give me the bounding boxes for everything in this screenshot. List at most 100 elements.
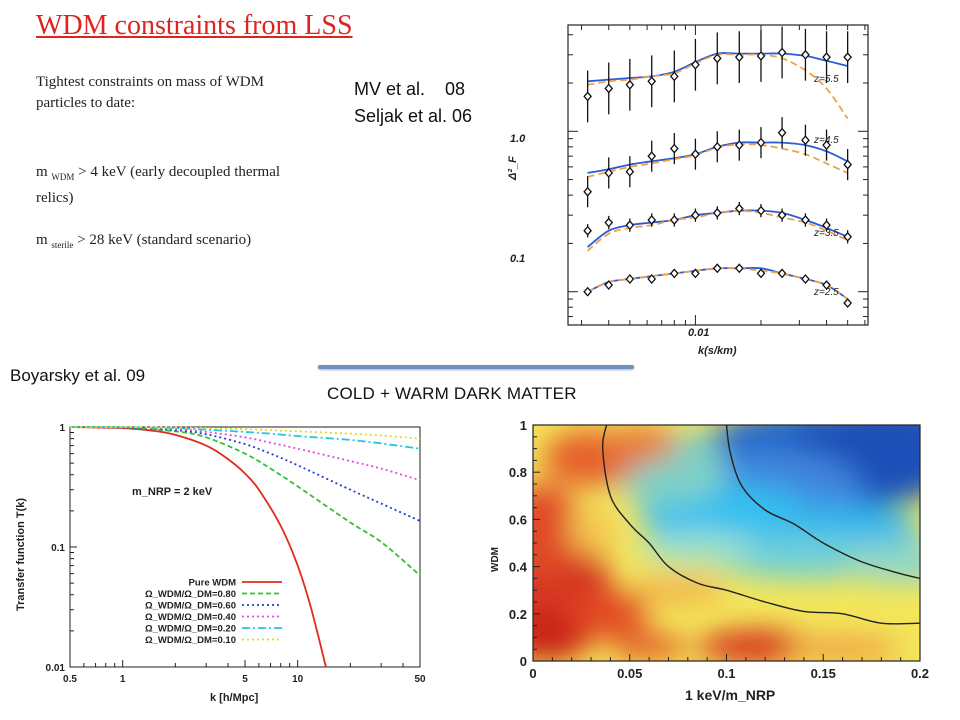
constraint-sterile: m sterile > 28 keV (standard scenario) — [36, 230, 336, 256]
flux-data-point — [669, 143, 679, 154]
flux-data-point — [625, 79, 635, 90]
heat-y-tick-label: 0.2 — [509, 607, 527, 622]
heat-blob — [567, 507, 615, 555]
heat-blob — [533, 484, 582, 579]
heat-y-tick-label: 0 — [520, 654, 527, 669]
tf-y-tick-label: 1 — [59, 423, 65, 434]
tf-x-tick-label: 5 — [242, 674, 248, 685]
flux-data-point — [604, 167, 614, 178]
flux-data-point — [669, 268, 679, 279]
flux-data-point — [712, 263, 722, 274]
flux-data-point — [625, 274, 635, 284]
flux-data-points — [583, 26, 853, 309]
flux-data-point — [756, 268, 766, 279]
intro-text: Tightest constraints on mass of WDM part… — [36, 74, 264, 111]
flux-data-point — [801, 135, 810, 146]
tf-x-tick-label: 1 — [120, 674, 126, 685]
flux-data-point — [583, 91, 593, 102]
tf-x-tick-label: 10 — [292, 674, 304, 685]
heat-blob — [639, 531, 756, 565]
heatmap-contours — [601, 425, 920, 625]
flux-data-point — [843, 298, 853, 309]
heat-blob — [842, 540, 920, 584]
flux-data-point — [604, 83, 614, 94]
flux-data-point — [604, 280, 614, 291]
wdm-heatmap-chart: 0 0.05 0.1 0.15 0.2 0 0.2 0.4 0.6 0.8 1 1 keV/m_N… — [490, 418, 929, 703]
flux-data-point — [712, 53, 722, 64]
flux-data-point — [801, 49, 810, 60]
tf-x-tick-label: 50 — [414, 674, 426, 685]
flux-data-point — [734, 203, 744, 214]
flux-data-point — [843, 231, 853, 242]
flux-xlabel: k(s/km) — [698, 345, 737, 357]
flux-data-point — [625, 166, 635, 177]
flux-tick-marks — [568, 25, 868, 325]
constraint-sterile-prefix: m — [36, 232, 52, 248]
tf-legend-label: Ω_WDM/Ω_DM=0.10 — [145, 635, 236, 646]
heat-blob — [629, 576, 727, 605]
flux-data-point — [691, 149, 700, 160]
flux-data-point — [583, 286, 593, 297]
constraint-sterile-sub: sterile — [51, 240, 74, 250]
heat-y-tick-label: 1 — [520, 418, 527, 433]
tf-x-tick-label: 0.5 — [63, 674, 77, 685]
flux-data-point — [822, 280, 831, 291]
flux-data-point — [777, 127, 787, 138]
tf-series-lines — [69, 426, 421, 668]
flux-redshift-label: z=5.5 — [813, 74, 839, 85]
heatmap-fill — [533, 425, 920, 661]
references: MV et al. 08 Seljak et al. 06 — [354, 76, 472, 130]
heat-y-tick-labels: 0 0.2 0.4 0.6 0.8 1 — [509, 418, 528, 669]
heat-x-tick-label: 0.1 — [717, 666, 735, 681]
tf-y-tick-label: 0.01 — [46, 663, 66, 674]
flux-power-chart: 1.0 0.1 0.01 k(s/km) Δ²_F z=5.5 z=4.5 z=3.… — [507, 24, 869, 357]
flux-plot-frame — [567, 24, 869, 326]
flux-data-point — [669, 214, 679, 225]
tf-plot-frame — [69, 426, 421, 668]
tf-legend-label: Ω_WDM/Ω_DM=0.20 — [145, 624, 236, 635]
flux-data-point — [734, 140, 744, 151]
ref-boyarsky: Boyarsky et al. 09 — [10, 366, 146, 385]
tf-series-line — [69, 426, 421, 440]
tf-ylabel: Transfer function T(k) — [15, 498, 27, 611]
constraint-wdm-prefix: m — [36, 164, 52, 180]
flux-data-point — [777, 47, 787, 58]
heat-y-tick-label: 0.8 — [509, 465, 527, 480]
constraint-wdm-text: > 4 keV (early decoupled thermal relics) — [36, 164, 281, 206]
flux-data-point — [777, 268, 787, 279]
flux-redshift-label: z=4.5 — [813, 135, 839, 146]
flux-ylabel: Δ²_F — [507, 156, 519, 181]
heat-blob — [610, 635, 688, 659]
heat-blob — [697, 630, 814, 661]
tf-legend-label: Ω_WDM/Ω_DM=0.40 — [145, 612, 236, 623]
tf-xlabel: k [h/Mpc] — [210, 692, 259, 704]
flux-data-point — [712, 141, 722, 152]
heat-x-tick-label: 0.15 — [811, 666, 836, 681]
tf-y-tick-label: 0.1 — [51, 543, 65, 554]
ref-seljak: Seljak et al. 06 — [354, 106, 473, 126]
ref-mv: MV et al. 08 — [354, 79, 466, 99]
flux-data-point — [756, 137, 766, 148]
flux-data-point — [712, 207, 722, 218]
tf-legend: Pure WDMΩ_WDM/Ω_DM=0.80Ω_WDM/Ω_DM=0.60Ω_… — [145, 578, 282, 646]
constraint-wdm-sub: WDM — [51, 172, 75, 182]
flux-data-point — [647, 214, 657, 225]
divider-line — [318, 365, 634, 369]
heat-tick-marks — [532, 424, 921, 662]
flux-data-point — [669, 71, 679, 82]
flux-ytick-01: 0.1 — [510, 253, 525, 265]
flux-data-point — [583, 186, 593, 197]
flux-data-point — [583, 225, 593, 236]
flux-data-point — [822, 52, 831, 63]
flux-data-point — [734, 263, 744, 274]
flux-data-point — [647, 151, 657, 162]
flux-data-point — [756, 205, 766, 216]
tf-x-tick-labels: 0.5 1 5 10 50 — [63, 674, 426, 685]
flux-data-point — [604, 217, 614, 228]
flux-data-point — [822, 140, 831, 151]
flux-data-point — [625, 220, 635, 231]
heat-x-tick-label: 0 — [529, 666, 536, 681]
flux-data-point — [843, 52, 853, 63]
heat-blob — [533, 613, 582, 661]
heat-contour-line — [725, 425, 920, 580]
